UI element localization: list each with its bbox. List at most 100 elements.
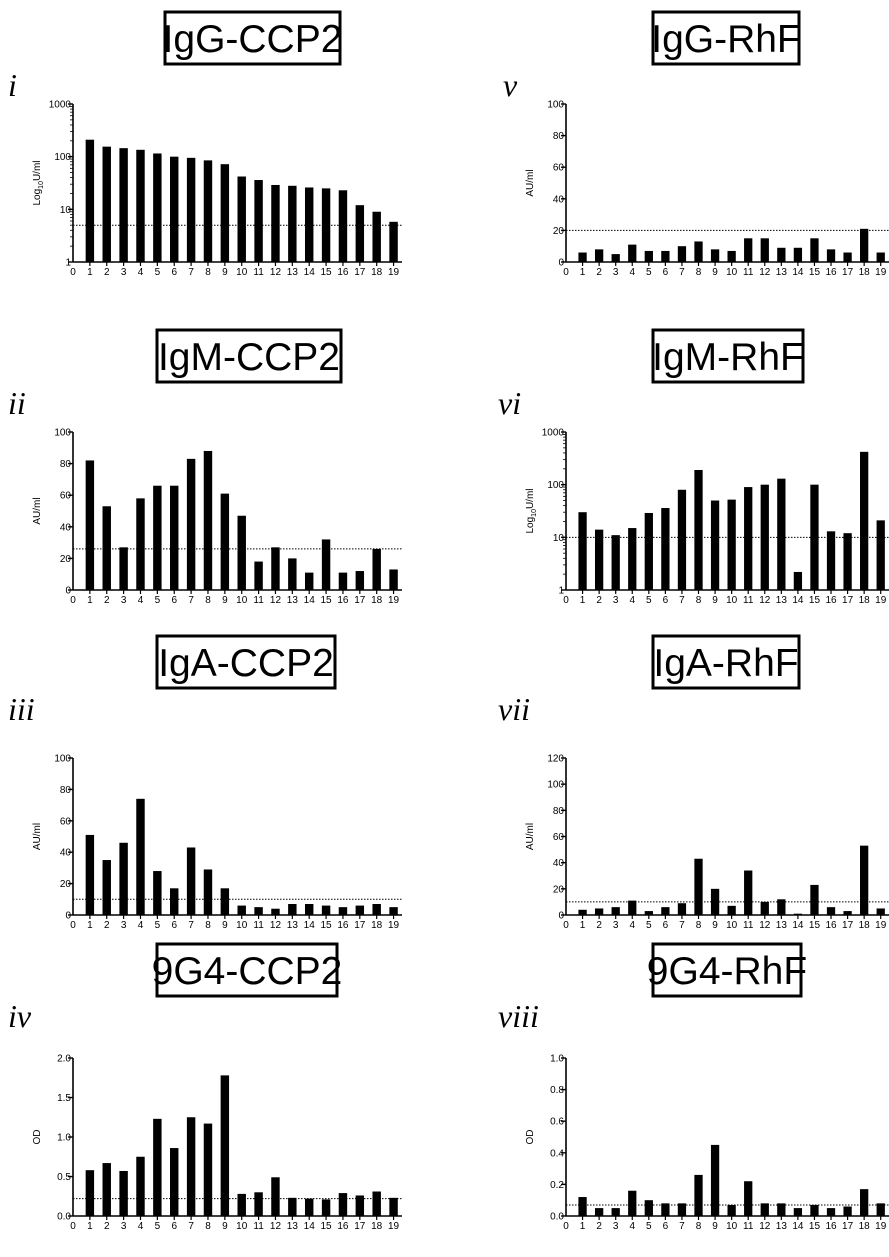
bar [710,500,720,590]
bar [793,1208,803,1216]
x-tick-label: 9 [712,920,718,931]
bar [338,572,348,590]
x-tick-label: 15 [809,267,821,278]
x-tick-label: 5 [155,267,161,278]
x-tick-label: 15 [809,1221,821,1232]
x-tick-label: 3 [121,1221,127,1232]
x-tick-label: 9 [712,267,718,278]
bar [860,1189,869,1216]
bar [710,249,720,262]
bar [777,1203,786,1216]
y-tick-label: 0.0 [550,1212,564,1223]
x-tick-label: 15 [321,1221,333,1232]
chart-title: IgA-CCP2 [158,642,334,685]
bar [288,558,297,590]
bar [271,547,280,590]
x-tick-label: 15 [809,595,821,606]
bar [661,907,670,915]
x-tick-label: 3 [613,595,619,606]
bar [220,888,230,915]
bar [611,1208,620,1216]
bar [710,888,720,915]
x-tick-label: 6 [171,267,177,278]
x-tick-label: 13 [776,1221,788,1232]
y-tick-label: 1000 [542,428,565,439]
bar [153,871,162,915]
bar [102,1163,111,1216]
bar [389,907,398,915]
bar [860,845,869,915]
y-axis-label: OD [32,1130,43,1145]
x-tick-label: 6 [171,920,177,931]
bar [793,571,803,590]
x-tick-label: 4 [629,595,635,606]
x-tick-label: 15 [321,267,333,278]
x-tick-label: 9 [222,267,228,278]
x-tick-label: 17 [842,267,854,278]
x-tick-label: 8 [205,595,211,606]
x-tick-label: 7 [188,595,194,606]
x-tick-label: 18 [859,1221,871,1232]
x-tick-label: 4 [629,920,635,931]
bar [355,905,365,915]
chart-title-box [155,634,337,690]
y-axis-label: Log10U/ml [32,160,45,205]
bar [186,157,196,262]
y-tick-label: 100 [54,428,71,439]
x-tick-label: 10 [726,1221,738,1232]
bar [170,485,179,590]
bar [644,512,653,590]
bar [136,1156,145,1216]
x-tick-label: 6 [663,267,669,278]
y-tick-label: 0 [558,911,564,922]
bar [876,1203,885,1216]
panel-label: vii [498,691,530,727]
bar [793,247,803,262]
bar [254,1192,263,1216]
x-tick-label: 12 [270,920,282,931]
x-tick-label: 11 [253,1221,264,1232]
x-tick-label: 16 [825,920,837,931]
bar [85,1170,95,1216]
bar [389,1197,398,1216]
x-tick-label: 16 [825,267,837,278]
x-tick-label: 1 [580,1221,586,1232]
chart-title-box [155,942,339,998]
bar [628,244,637,262]
panel-label: v [503,67,518,103]
bar [237,515,246,590]
x-tick-label: 7 [188,920,194,931]
chart-title: 9G4-CCP2 [152,950,343,993]
bar [744,870,753,915]
bar [744,238,753,262]
bar [876,252,885,262]
x-tick-label: 12 [270,595,282,606]
x-tick-label: 2 [104,920,110,931]
x-tick-label: 13 [287,920,299,931]
bar [288,1197,297,1216]
x-tick-label: 18 [371,1221,383,1232]
x-tick-label: 13 [287,1221,299,1232]
x-tick-label: 11 [253,595,264,606]
bar [237,905,246,915]
bar [611,907,620,915]
y-tick-label: 1.5 [57,1093,71,1104]
y-tick-label: 0.0 [57,1212,71,1223]
bar [860,451,869,590]
bar [710,1144,720,1216]
bar [578,1197,587,1216]
x-tick-label: 14 [304,920,316,931]
panel-label: iii [8,691,35,727]
chart-title: IgA-RhF [653,642,798,685]
bar [338,907,348,915]
bar [810,884,819,915]
y-tick-label: 80 [553,806,565,817]
x-tick-label: 1 [580,595,586,606]
x-tick-label: 2 [596,595,602,606]
bar [777,247,786,262]
x-tick-label: 9 [712,595,718,606]
panel-label: i [8,67,17,103]
